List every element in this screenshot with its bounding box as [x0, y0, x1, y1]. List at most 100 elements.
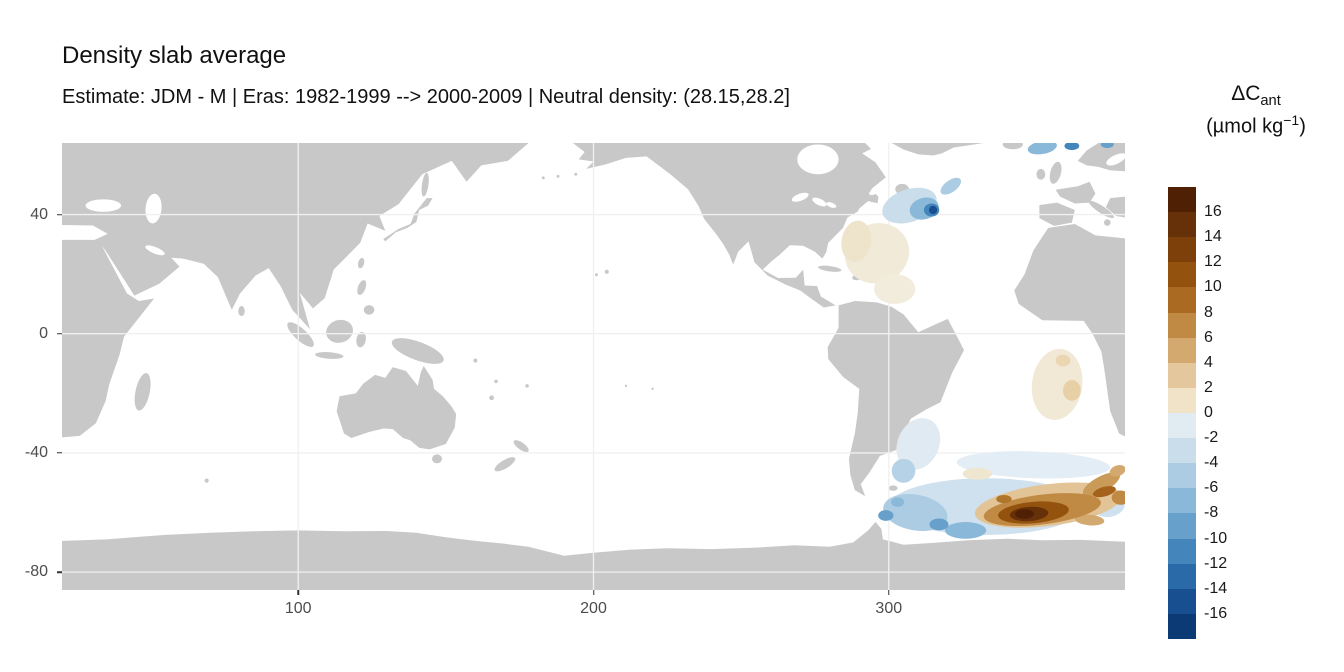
legend-tick-label: 2 — [1204, 378, 1213, 396]
legend-tick-labels: 16 14 12 10 8 6 4 2 0 -2 -4 -6 -8 -10 -12 -14 -16 — [1204, 187, 1264, 639]
legend-title: ΔCant — [1150, 82, 1344, 109]
data-patch — [841, 220, 872, 263]
legend-swatch — [1168, 212, 1196, 238]
data-patch — [1015, 509, 1035, 519]
island-sicily — [1104, 219, 1111, 226]
y-tick-label: 40 — [30, 205, 48, 223]
legend-units-exponent: −1 — [1283, 112, 1300, 128]
legend-tick-label: -16 — [1204, 604, 1228, 622]
legend-swatch — [1168, 463, 1196, 489]
x-tick-mark — [592, 590, 595, 595]
landmass-south-america — [827, 300, 965, 497]
legend-tick-label: -12 — [1204, 554, 1228, 572]
island-taiwan — [357, 257, 365, 269]
legend-title-main: ΔC — [1231, 82, 1261, 105]
inland-seas — [85, 144, 1125, 256]
data-patch — [874, 274, 916, 304]
island-ireland — [1036, 168, 1046, 180]
island-hainan — [324, 273, 332, 281]
island-polynesia-2 — [651, 387, 654, 391]
landmass-france — [1055, 181, 1096, 204]
legend-tick-label: -4 — [1204, 454, 1219, 472]
data-patch — [1109, 465, 1125, 477]
great-lakes-east — [826, 202, 837, 208]
island-aleutian-3 — [574, 172, 578, 176]
island-fiji — [525, 384, 529, 388]
legend-swatch — [1168, 412, 1196, 439]
legend-tick-label: -14 — [1204, 579, 1228, 597]
legend-swatch — [1168, 237, 1196, 263]
island-hawaii — [604, 269, 609, 274]
landmass-west-africa — [1014, 224, 1125, 437]
legend-swatch — [1168, 262, 1196, 288]
hudson-bay — [797, 144, 839, 175]
legend-tick-label: 0 — [1204, 404, 1213, 421]
legend-title-subscript: ant — [1260, 93, 1281, 110]
island-sri-lanka — [238, 306, 245, 317]
landmass-north-america — [572, 143, 886, 308]
x-tick-label: 200 — [580, 600, 607, 617]
legend-swatch — [1168, 513, 1196, 539]
island-nz-south — [494, 457, 516, 472]
legend-tick-label: -6 — [1204, 479, 1219, 497]
data-patch — [962, 467, 993, 480]
island-tasmania — [431, 454, 443, 464]
island-sakhalin — [421, 172, 429, 197]
legend-tick-label: -8 — [1204, 504, 1219, 522]
data-patches — [841, 143, 1125, 539]
great-lakes-mid — [812, 197, 827, 207]
y-axis-labels: 40 0 -40 -80 — [0, 143, 56, 590]
data-patch — [891, 458, 916, 483]
island-cuba — [818, 265, 842, 272]
landmass-greenland — [891, 143, 984, 156]
black-sea — [85, 199, 122, 212]
y-tick-label: -40 — [24, 443, 48, 461]
data-patch — [1055, 354, 1071, 367]
legend-tick-label: 4 — [1204, 353, 1213, 371]
caspian-sea — [145, 193, 162, 224]
island-sumatra — [287, 322, 314, 347]
x-tick-mark — [888, 590, 890, 595]
legend-swatch — [1168, 362, 1196, 388]
y-axis-ticks — [56, 143, 62, 590]
data-patch — [891, 497, 905, 507]
legend-swatch — [1168, 337, 1196, 363]
y-tick-mark — [57, 213, 62, 216]
island-nz-north — [513, 440, 529, 452]
legend-swatch — [1168, 287, 1196, 313]
legend-tick-label: 10 — [1204, 278, 1222, 296]
world-map — [62, 143, 1125, 590]
legend-units: (µmol kg−1) — [1150, 112, 1344, 139]
x-axis-ticks — [62, 590, 1125, 596]
landmass-australia — [336, 365, 457, 450]
legend-tick-label: 6 — [1204, 328, 1213, 346]
x-tick-label: 300 — [875, 600, 903, 617]
data-patch — [1064, 143, 1080, 151]
legend-swatch — [1168, 312, 1196, 338]
data-patch — [1031, 348, 1083, 420]
gridlines — [62, 143, 1125, 590]
data-patch — [1027, 143, 1057, 155]
data-patch — [944, 522, 987, 539]
data-patch — [1092, 486, 1116, 498]
legend-swatch — [1168, 187, 1196, 213]
legend-swatch — [1168, 588, 1196, 614]
legend-swatch — [1168, 538, 1196, 564]
island-iceland — [1002, 143, 1023, 150]
x-tick-mark — [297, 590, 299, 595]
y-tick-mark — [57, 452, 62, 454]
island-new-guinea — [391, 338, 444, 364]
persian-gulf — [145, 245, 165, 256]
island-italy — [1088, 200, 1114, 219]
island-polynesia-1 — [624, 384, 628, 388]
island-kerguelen — [204, 478, 209, 483]
chart-title: Density slab average — [62, 42, 287, 69]
data-patch — [996, 494, 1012, 504]
island-falklands — [888, 485, 898, 491]
island-aleutian-1 — [541, 176, 545, 180]
y-tick-label: 0 — [39, 324, 48, 342]
legend-tick-label: 12 — [1204, 253, 1222, 271]
data-patch — [928, 205, 938, 215]
island-luzon — [357, 280, 367, 295]
data-patch — [929, 518, 949, 531]
